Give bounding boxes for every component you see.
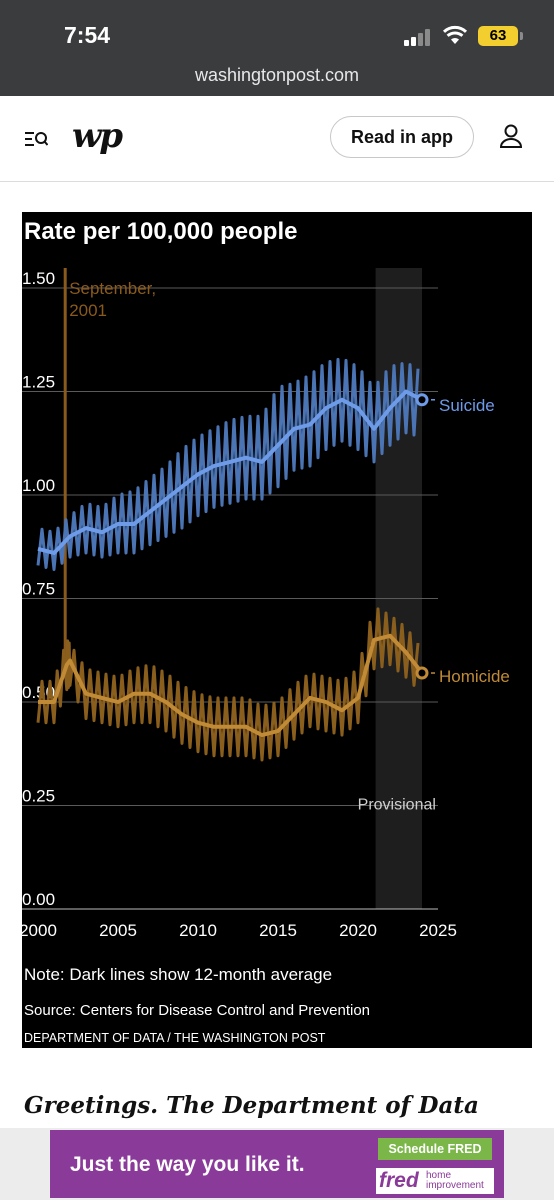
ad-text: Just the way you like it. <box>70 1153 305 1176</box>
line-chart: 0.00 0.25 0.50 0.75 1.00 1.25 1.50 2000 2005 2010… <box>22 268 510 940</box>
chart-note: Note: Dark lines show 12-month average <box>24 965 333 984</box>
y-tick-label: 1.00 <box>22 476 55 495</box>
homicide-series-label: Homicide <box>439 667 510 686</box>
wifi-icon <box>442 25 468 44</box>
status-time: 7:54 <box>64 22 111 48</box>
suicide-endpoint <box>415 393 429 407</box>
x-tick-label: 2005 <box>99 921 137 940</box>
y-tick-label: 0.00 <box>22 890 55 909</box>
x-tick-label: 2025 <box>419 921 457 940</box>
x-tick-label: 2000 <box>22 921 57 940</box>
y-tick-label: 0.50 <box>22 683 55 702</box>
chart-source: Source: Centers for Disease Control and … <box>24 1002 371 1019</box>
chart-title: Rate per 100,000 people <box>24 218 298 245</box>
y-tick-label: 1.25 <box>22 373 55 392</box>
y-tick-label: 0.25 <box>22 787 55 806</box>
address-bar-url[interactable]: washingtonpost.com <box>194 65 360 85</box>
x-tick-label: 2015 <box>259 921 297 940</box>
cellular-signal-icon <box>404 28 434 46</box>
menu-search-icon[interactable] <box>24 129 48 149</box>
user-account-icon[interactable] <box>498 123 524 149</box>
ad-brand-logo: fred home improvement <box>376 1168 494 1194</box>
suicide-series-label: Suicide <box>439 396 495 415</box>
status-bar: 7:54 63 washingtonpost.com <box>0 0 554 96</box>
provisional-band <box>375 268 422 909</box>
article-headline: Greetings. The Department of Data <box>24 1092 479 1119</box>
event-label-line1: September, <box>69 279 156 298</box>
homicide-average-line <box>38 633 424 738</box>
battery-indicator: 63 <box>478 26 523 46</box>
homicide-endpoint <box>415 666 429 680</box>
event-label-line2: 2001 <box>69 301 107 320</box>
wp-logo[interactable]: wp <box>72 116 123 156</box>
x-tick-label: 2010 <box>179 921 217 940</box>
suicide-average-line <box>37 389 423 555</box>
chart-graphic: Rate per 100,000 people 0.00 0.25 0.50 0.75… <box>22 212 532 1048</box>
ad-brand-name: fred <box>379 1169 419 1192</box>
provisional-label: Provisional <box>358 797 436 814</box>
y-tick-label: 1.50 <box>22 269 55 288</box>
ad-brand-subtitle: home improvement <box>426 1170 484 1191</box>
advertisement-banner[interactable]: Just the way you like it. Schedule FRED … <box>50 1130 504 1198</box>
ad-schedule-button[interactable]: Schedule FRED <box>378 1138 492 1160</box>
y-tick-label: 0.75 <box>22 580 55 599</box>
x-tick-label: 2020 <box>339 921 377 940</box>
site-header: wp Read in app <box>0 96 554 182</box>
chart-credit: DEPARTMENT OF DATA / THE WASHINGTON POST <box>24 1031 326 1045</box>
read-in-app-button[interactable]: Read in app <box>330 116 474 158</box>
